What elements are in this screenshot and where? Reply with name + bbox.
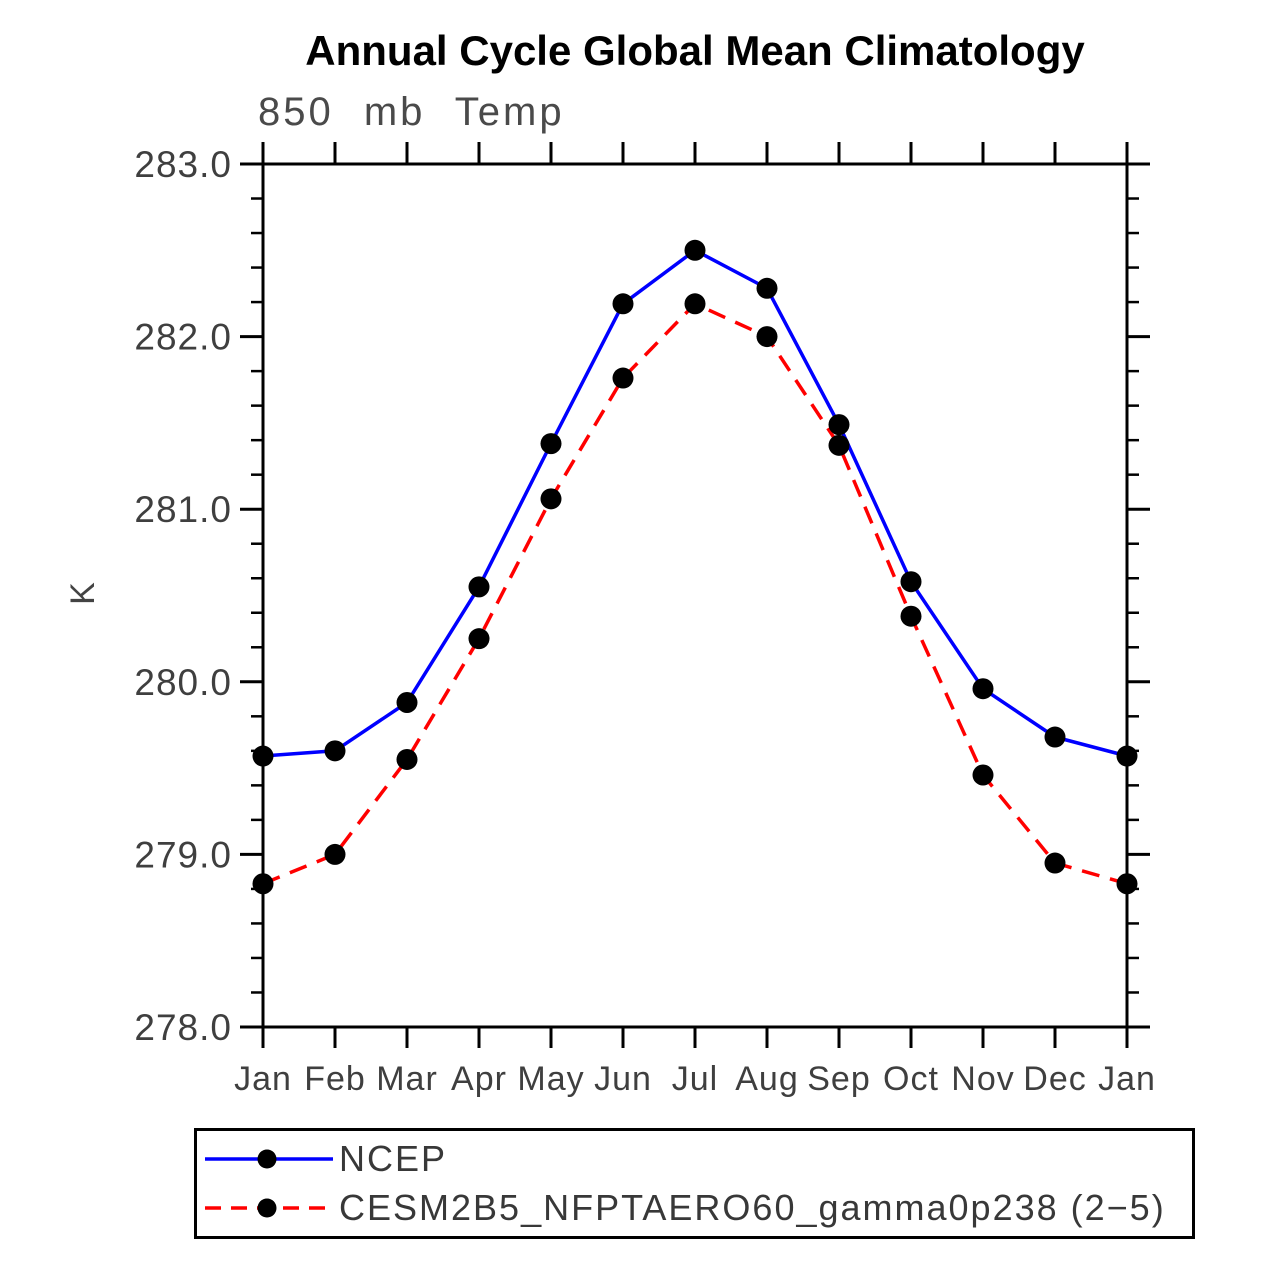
- chart-title: Annual Cycle Global Mean Climatology: [305, 27, 1085, 74]
- data-point-marker: [324, 740, 346, 762]
- series-line-0: [262, 248, 1128, 758]
- x-tick-label: Oct: [883, 1060, 939, 1098]
- legend-marker-icon: [257, 1198, 277, 1218]
- data-point-marker: [1044, 726, 1066, 748]
- x-tick-label: Mar: [376, 1060, 438, 1098]
- data-point-marker: [396, 692, 418, 714]
- data-point-marker: [1116, 873, 1138, 895]
- data-point-marker: [828, 414, 850, 436]
- data-point-marker: [324, 843, 346, 865]
- x-tick-label: Jun: [594, 1060, 652, 1098]
- legend-line-sample-ncep: [205, 1149, 333, 1169]
- x-tick-label: Aug: [735, 1060, 799, 1098]
- data-point-marker: [972, 764, 994, 786]
- y-axis-ticks: [240, 162, 1150, 1029]
- x-axis-ticks: [261, 142, 1129, 1048]
- data-point-marker: [684, 239, 706, 261]
- x-tick-label: Feb: [304, 1060, 366, 1098]
- y-tick-label: 278.0: [134, 1007, 232, 1048]
- legend: NCEP CESM2B5_NFPTAERO60_gamma0p238 (2−5): [194, 1128, 1195, 1239]
- y-tick-label: 281.0: [134, 489, 232, 530]
- series-markers-1: [252, 293, 1138, 895]
- series-markers-0: [252, 239, 1138, 767]
- legend-label-ncep: NCEP: [339, 1137, 448, 1179]
- legend-line-sample-cesm: [205, 1198, 333, 1218]
- x-tick-label: May: [517, 1060, 584, 1098]
- data-point-marker: [540, 433, 562, 455]
- x-tick-label: Jan: [1098, 1060, 1156, 1098]
- data-point-marker: [540, 488, 562, 510]
- x-tick-label: Apr: [451, 1060, 507, 1098]
- data-point-marker: [756, 277, 778, 299]
- x-tick-label: Jul: [672, 1060, 718, 1098]
- data-point-marker: [828, 434, 850, 456]
- data-point-marker: [252, 873, 274, 895]
- x-tick-label: Dec: [1023, 1060, 1086, 1098]
- legend-item-cesm: CESM2B5_NFPTAERO60_gamma0p238 (2−5): [203, 1186, 1192, 1230]
- data-point-marker: [972, 678, 994, 700]
- legend-label-cesm: CESM2B5_NFPTAERO60_gamma0p238 (2−5): [339, 1187, 1166, 1229]
- y-tick-label: 280.0: [134, 662, 232, 703]
- data-point-marker: [396, 748, 418, 770]
- x-tick-label: Jan: [234, 1060, 292, 1098]
- y-tick-label: 282.0: [134, 317, 232, 358]
- data-point-marker: [468, 576, 490, 598]
- data-point-marker: [900, 571, 922, 593]
- legend-marker-icon: [257, 1149, 277, 1169]
- data-point-marker: [900, 605, 922, 627]
- data-point-marker: [1116, 745, 1138, 767]
- series-line-1: [262, 302, 1128, 886]
- y-tick-labels: 278.0 279.0 280.0 281.0 282.0 283.0: [134, 144, 232, 1048]
- data-point-marker: [252, 745, 274, 767]
- x-tick-label: Nov: [951, 1060, 1014, 1098]
- data-point-marker: [1044, 852, 1066, 874]
- y-tick-label: 279.0: [134, 834, 232, 875]
- legend-item-ncep: NCEP: [203, 1137, 1192, 1181]
- x-tick-label: Sep: [807, 1060, 871, 1098]
- chart-subtitle: 850 mb Temp: [258, 90, 565, 134]
- x-tick-labels: Jan Feb Mar Apr May Jun Jul Aug Sep Oct Nov Dec Jan: [234, 1060, 1156, 1098]
- data-point-marker: [612, 293, 634, 315]
- data-point-marker: [684, 293, 706, 315]
- data-point-marker: [612, 367, 634, 389]
- data-point-marker: [756, 326, 778, 348]
- y-tick-label: 283.0: [134, 144, 232, 185]
- data-point-marker: [468, 628, 490, 650]
